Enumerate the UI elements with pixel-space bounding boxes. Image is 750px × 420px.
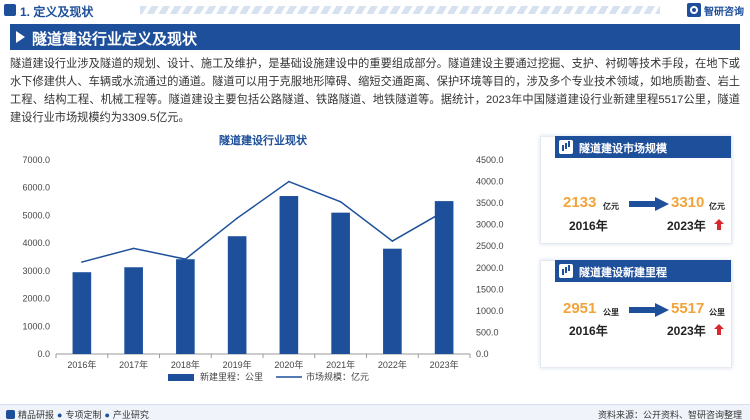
section-icon (4, 4, 16, 16)
line-point (132, 247, 135, 250)
bar (331, 212, 350, 354)
to-unit: 公里 (709, 308, 725, 317)
y-left-tick-label: 2000.0 (22, 294, 50, 304)
footer-item[interactable]: 专项定制 (65, 410, 102, 420)
up-arrow-icon (714, 324, 724, 335)
bar-chart-icon (559, 140, 573, 154)
y-left-tick-label: 7000.0 (22, 155, 50, 165)
source-note: 资料来源：公开资料、智研咨询整理 (597, 410, 742, 420)
x-tick-label: 2016年 (67, 359, 96, 370)
section-title: 1. 定义及现状 (20, 5, 94, 19)
decorative-stripes (140, 6, 660, 14)
bar-chart-icon (559, 264, 573, 278)
brand-logo[interactable]: 智研咨询 (687, 2, 744, 18)
from-year: 2016年 (569, 219, 608, 233)
right-arrow-icon (629, 197, 669, 211)
line-point (236, 217, 238, 219)
footer-item[interactable]: 精品研报 (18, 410, 55, 420)
line-point (391, 240, 394, 242)
title-banner: 隧道建设行业定义及现状 (10, 24, 740, 50)
footer-item[interactable]: 产业研究 (112, 410, 149, 420)
y-right-tick-label: 2000.0 (476, 263, 504, 273)
y-right-tick-label: 4000.0 (476, 177, 504, 187)
y-left-tick-label: 4000.0 (22, 238, 50, 248)
x-tick-label: 2019年 (223, 359, 252, 370)
line-point (81, 261, 83, 263)
market-size-line (81, 180, 445, 263)
logo-text: 智研咨询 (704, 6, 744, 18)
y-right-tick-label: 2500.0 (476, 241, 504, 251)
card-header: 隧道建设新建里程 (555, 260, 731, 282)
y-right-tick-label: 3000.0 (476, 220, 504, 230)
top-bar: 1. 定义及现状 智研咨询 (0, 0, 750, 22)
up-arrow-icon (714, 219, 724, 230)
y-left-tick-label: 5000.0 (22, 210, 50, 220)
legend-bar-label: 新建里程：公里 (200, 371, 263, 382)
y-right-tick-label: 1000.0 (476, 306, 504, 316)
y-right-tick-label: 4500.0 (476, 155, 504, 165)
to-value: 5517 (671, 300, 705, 317)
chart-container: 隧道建设行业现状 0.0 1000.0 2000.0 3000.0 4000.0 5000.… (0, 128, 520, 393)
new-mileage-card: 隧道建设新建里程 2951 公里 5517 公里 2016年 2023年 (540, 260, 732, 368)
y-left-tick-label: 3000.0 (22, 266, 50, 276)
intro-paragraph: 隧道建设行业涉及隧道的规划、设计、施工及维护，是基础设施建设中的重要组成部分。隧… (10, 58, 740, 124)
to-year: 2023年 (667, 219, 706, 233)
play-arrow-icon (16, 31, 25, 43)
combo-chart: 隧道建设行业现状 0.0 1000.0 2000.0 3000.0 4000.0 5000.… (22, 133, 504, 382)
chart-title: 隧道建设行业现状 (219, 133, 308, 147)
from-unit: 亿元 (603, 202, 619, 211)
y-left-tick-label: 1000.0 (22, 321, 50, 331)
bar (176, 259, 195, 354)
x-tick-label: 2021年 (326, 359, 355, 370)
footer-links: 精品研报 ● 专项定制 ● 产业研究 (6, 408, 149, 420)
legend-bar-swatch (168, 374, 194, 381)
bar (434, 201, 454, 354)
x-tick-label: 2023年 (430, 359, 459, 370)
logo-icon (687, 3, 701, 17)
grid-icon (6, 410, 15, 419)
line-point (288, 180, 290, 183)
x-tick-label: 2017年 (119, 359, 148, 370)
from-value: 2133 (563, 194, 597, 211)
card-header: 隧道建设市场规模 (555, 136, 731, 158)
card-title: 隧道建设新建里程 (579, 267, 667, 279)
y-right-tick-label: 1500.0 (476, 284, 504, 294)
y-right-tick-label: 0.0 (476, 349, 489, 359)
line-point (339, 201, 342, 203)
bar (227, 236, 247, 354)
card-title: 隧道建设市场规模 (579, 143, 667, 155)
y-right-tick-label: 500.0 (476, 327, 499, 337)
market-size-card: 隧道建设市场规模 2133 亿元 3310 亿元 2016年 2023年 (540, 136, 732, 244)
to-value: 3310 (671, 194, 705, 211)
page-title: 隧道建设行业定义及现状 (32, 31, 198, 48)
line-point (184, 258, 187, 260)
x-tick-label: 2022年 (378, 359, 407, 370)
bar (279, 196, 299, 354)
legend-line-label: 市场规模：亿元 (306, 371, 369, 382)
to-unit: 亿元 (709, 202, 725, 211)
bar (124, 267, 143, 354)
from-value: 2951 (563, 300, 597, 317)
bar (72, 272, 92, 354)
x-tick-label: 2020年 (274, 359, 303, 370)
x-tick-label: 2018年 (171, 359, 200, 370)
to-year: 2023年 (667, 324, 706, 338)
line-point (443, 210, 445, 213)
right-arrow-icon (629, 303, 669, 317)
from-unit: 公里 (603, 308, 619, 317)
footer-bar: 精品研报 ● 专项定制 ● 产业研究 资料来源：公开资料、智研咨询整理 (0, 404, 750, 420)
y-left-tick-label: 6000.0 (22, 183, 50, 193)
bar (383, 248, 402, 354)
y-left-tick-label: 0.0 (37, 349, 50, 359)
from-year: 2016年 (569, 324, 608, 338)
y-right-tick-label: 3500.0 (476, 198, 504, 208)
